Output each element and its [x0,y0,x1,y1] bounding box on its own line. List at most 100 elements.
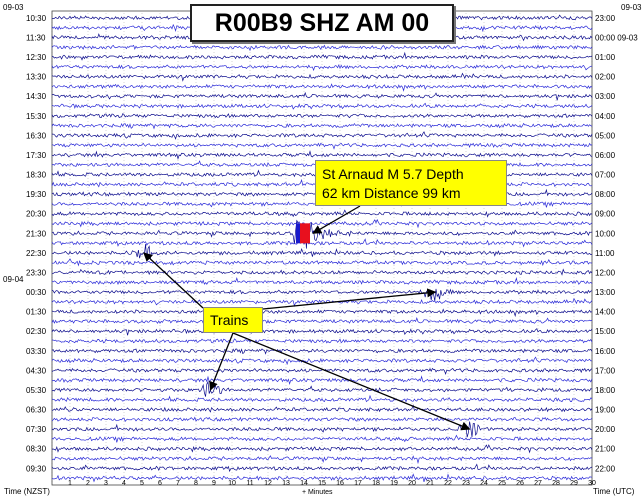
nzst-time-label: 09:30 [26,464,47,473]
trace-line [51,380,593,397]
nzst-time-label: 10:30 [26,14,47,23]
utc-time-label: 12:00 [595,268,616,277]
date-left-mid: 09-04 [3,275,24,284]
nzst-time-label: 13:30 [26,73,47,82]
trace-line [51,244,592,262]
earthquake-callout-line1: St Arnaud M 5.7 Depth [322,166,464,182]
train-arrow [209,332,234,391]
minute-tick-label: 14 [300,480,308,487]
trace-line [52,131,593,140]
utc-time-label: 14:00 [595,308,616,317]
nzst-time-label: 11:30 [26,33,46,42]
minute-tick-label: 13 [282,480,290,487]
minute-tick-label: 10 [228,480,236,487]
minute-tick-label: 17 [354,480,362,487]
minute-tick-label: 19 [390,480,398,487]
minute-tick-label: 28 [552,480,560,487]
minute-tick-label: 4 [122,480,126,487]
utc-time-label: 04:00 [595,112,616,121]
minute-tick-label: 7 [176,480,180,487]
utc-time-label: 09:00 [595,210,616,219]
nzst-time-label: 15:30 [26,112,47,121]
trace-line [51,51,593,61]
trace-line [51,113,593,119]
earthquake-callout: St Arnaud M 5.7 Depth 62 km Distance 99 … [315,160,507,206]
trace-line [51,463,593,473]
trace-line [51,348,593,355]
utc-time-label: 17:00 [595,366,616,375]
nzst-time-label: 17:30 [26,151,47,160]
trace-line [51,473,593,483]
utc-time-label: 21:00 [595,445,616,454]
annotation-arrows [143,205,471,431]
utc-time-label: 10:00 [595,229,616,238]
trace-line [51,434,593,443]
utc-time-label: 20:00 [595,425,616,434]
utc-time-label: 00:00 09-03 [595,33,638,42]
utc-time-label: 15:00 [595,327,616,336]
minute-tick-label: 29 [570,480,578,487]
trace-line [51,288,593,302]
minute-tick-label: 21 [426,480,434,487]
minute-tick-label: 27 [534,480,542,487]
utc-time-label: 06:00 [595,151,616,160]
trace-line [51,142,593,150]
nzst-time-label: 22:30 [26,249,47,258]
trace-line [51,91,593,101]
minute-tick-label: 11 [246,480,253,487]
utc-time-label: 02:00 [595,73,616,82]
minute-tick-label: 5 [140,480,144,487]
trace-line [51,122,593,130]
nzst-time-label: 23:30 [26,268,47,277]
trace-line [51,338,593,344]
right-axis-label: Time (UTC) [593,487,635,496]
trace-line [51,83,593,92]
earthquake-callout-line2: 62 km Distance 99 km [322,185,461,201]
train-arrow [143,252,204,309]
trace-line [51,258,592,267]
date-right-top: 09-03 [621,3,642,12]
nzst-time-label: 04:30 [26,366,47,375]
utc-time-labels: 23:00 00:00 09-03 01:00 02:00 03:00 04:00 05:0… [595,14,638,473]
minute-tick-label: 8 [194,480,198,487]
trace-line [51,218,593,229]
utc-time-label: 19:00 [595,406,616,415]
utc-time-label: 03:00 [595,92,616,101]
trace-line [51,297,593,307]
utc-time-label: 11:00 [595,249,615,258]
trace-line [51,421,592,438]
nzst-time-label: 03:30 [26,347,47,356]
seismogram-traces [51,13,593,483]
utc-time-label: 01:00 [595,53,616,62]
utc-time-label: 05:00 [595,131,616,140]
trace-line [51,455,593,465]
minute-tick-label: 12 [264,480,272,487]
trace-line [51,308,593,318]
trace-line [51,150,593,160]
utc-time-label: 13:00 [595,288,616,297]
minute-tick-label: 24 [480,480,488,487]
minute-tick-label: 15 [318,480,326,487]
trace-line [51,209,593,218]
train-arrow [232,332,471,431]
utc-time-label: 18:00 [595,386,616,395]
minute-tick-label: 23 [462,480,470,487]
minute-tick-label: 1 [68,480,72,487]
nzst-time-label: 12:30 [26,53,47,62]
trace-line [51,317,593,325]
trace-line [51,277,593,286]
nzst-time-label: 19:30 [26,190,47,199]
nzst-time-label: 05:30 [26,386,47,395]
minute-tick-labels: 1 2 3 4 5 6 7 8 9 10 11 12 13 14 15 16 17 18 19 20 21 22 23 24 2… [68,480,596,487]
trace-line [51,404,593,413]
train-arrow [262,288,437,310]
nzst-time-label: 16:30 [26,131,47,140]
utc-time-label: 07:00 [595,171,616,180]
trace-line [51,444,593,454]
nzst-time-label: 07:30 [26,425,47,434]
minute-tick-label: 26 [516,480,524,487]
nzst-time-label: 08:30 [26,445,47,454]
quake-arrow [312,205,361,234]
trace-line [51,44,593,52]
